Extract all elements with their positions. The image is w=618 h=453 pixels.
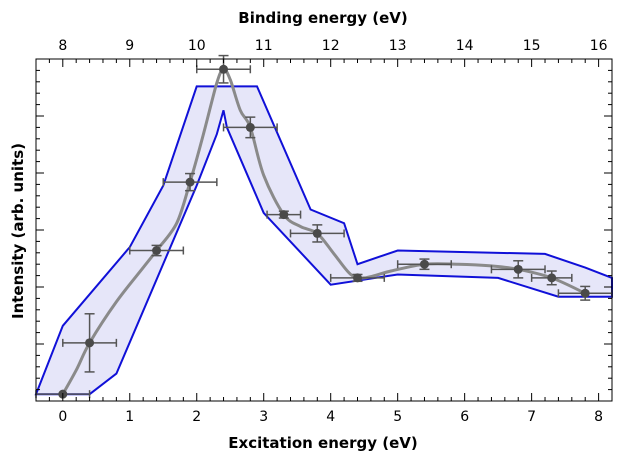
data-point-3 [185, 177, 195, 187]
data-point-6 [279, 210, 289, 220]
x-tick-label-8: 8 [594, 409, 603, 425]
x2-tick-label-12: 12 [322, 38, 340, 54]
data-point-12 [580, 288, 590, 298]
data-point-9 [419, 259, 429, 269]
x2-tick-label-13: 13 [389, 38, 407, 54]
x-tick-label-6: 6 [460, 409, 469, 425]
x-tick-label-1: 1 [125, 409, 134, 425]
x2-tick-label-10: 10 [188, 38, 206, 54]
data-point-8 [352, 273, 362, 283]
x2-tick-label-8: 8 [58, 38, 67, 54]
top-axis-label: Binding energy (eV) [238, 9, 407, 27]
data-point-4 [219, 64, 229, 74]
x2-tick-label-11: 11 [255, 38, 273, 54]
x-tick-label-4: 4 [326, 409, 335, 425]
x2-tick-label-15: 15 [523, 38, 541, 54]
x-axis-label: Excitation energy (eV) [228, 434, 417, 452]
data-points [58, 64, 590, 399]
x-tick-label-7: 7 [527, 409, 536, 425]
x-tick-label-2: 2 [192, 409, 201, 425]
axes: 0 1 2 3 4 5 6 7 88 9 10 11 12 13 14 15 16 [35, 38, 613, 425]
data-point-1 [85, 338, 95, 348]
x2-tick-label-16: 16 [590, 38, 608, 54]
x2-tick-label-14: 14 [456, 38, 474, 54]
x2-tick-label-9: 9 [125, 38, 134, 54]
x-tick-label-3: 3 [259, 409, 268, 425]
x-tick-label-5: 5 [393, 409, 402, 425]
x-tick-label-0: 0 [58, 409, 67, 425]
data-point-10 [513, 264, 523, 274]
data-point-11 [547, 273, 557, 283]
y-axis-label: Intensity (arb. units) [9, 143, 27, 319]
data-point-7 [312, 228, 322, 238]
data-point-2 [152, 246, 162, 256]
data-point-5 [245, 122, 255, 132]
